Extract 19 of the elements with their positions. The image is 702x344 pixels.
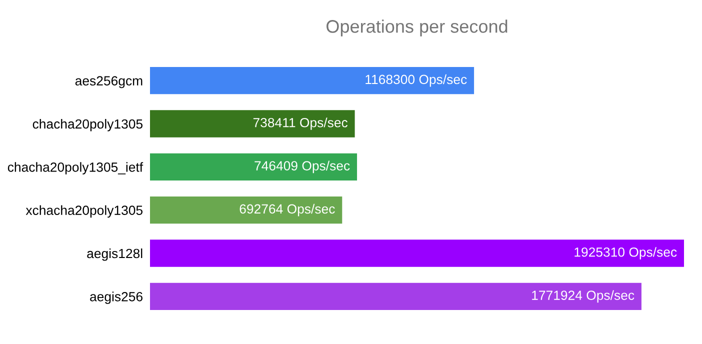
data-label: 1771924 Ops/sec (532, 290, 634, 303)
y-tick-label: xchacha20poly1305 (26, 205, 143, 218)
data-label: 692764 Ops/sec (240, 204, 335, 216)
bar (150, 240, 684, 267)
data-label: 746409 Ops/sec (254, 160, 350, 174)
chart-title: Operations per second (326, 20, 508, 36)
y-tick-label: aes256gcm (75, 76, 142, 88)
data-label: 738411 Ops/sec (253, 118, 348, 130)
bar (150, 153, 358, 181)
y-tick-label: aegis128l (87, 248, 142, 261)
y-tick-label: chacha20poly1305 (32, 118, 143, 132)
y-tick-label: chacha20poly1305_ietf (8, 162, 144, 174)
data-label: 1168300 Ops/sec (366, 74, 467, 87)
bar (150, 110, 355, 138)
y-tick-label: aegis256 (90, 292, 142, 304)
bar (150, 196, 342, 224)
bar (150, 66, 474, 94)
bar (150, 282, 642, 310)
data-label: 1925310 Ops/sec (574, 247, 677, 260)
